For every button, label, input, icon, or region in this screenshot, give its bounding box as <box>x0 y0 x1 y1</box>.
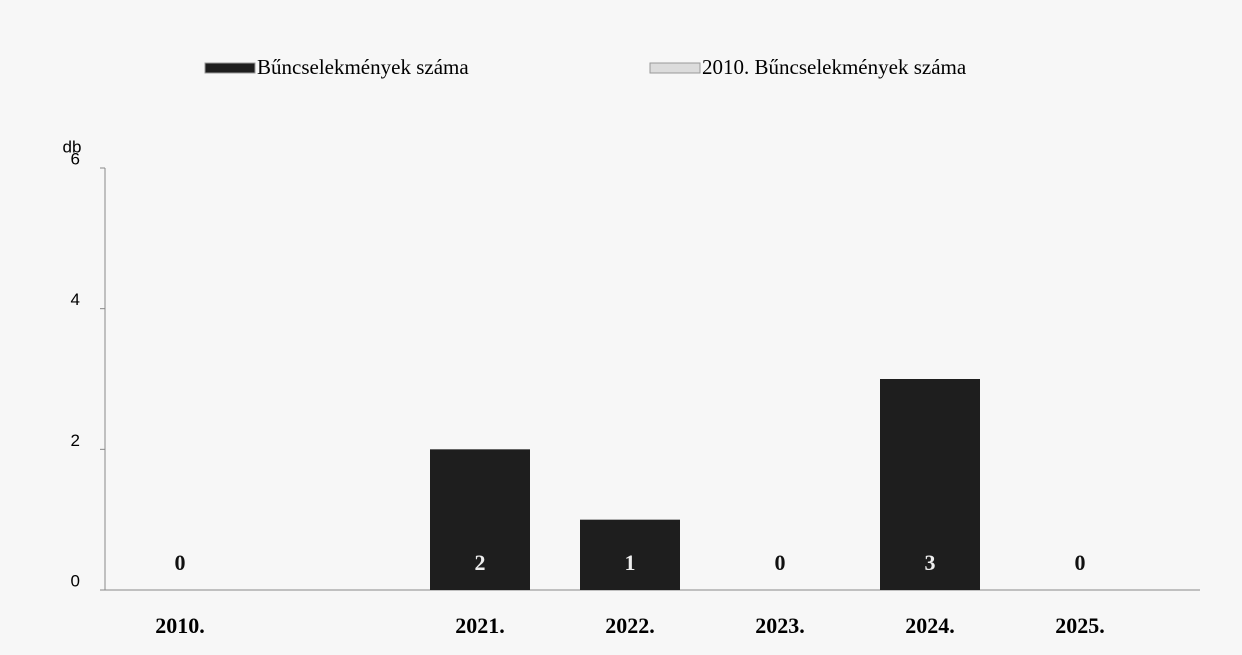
legend-swatch <box>204 62 256 74</box>
y-tick-label: 4 <box>71 290 80 309</box>
data-label: 0 <box>775 550 786 575</box>
x-tick-label: 2023. <box>755 613 805 638</box>
data-label: 1 <box>625 550 636 575</box>
x-tick-label: 2025. <box>1055 613 1105 638</box>
y-tick-label: 6 <box>71 149 80 168</box>
bar <box>580 519 680 590</box>
x-tick-label: 2024. <box>905 613 955 638</box>
bar <box>430 449 530 590</box>
data-label: 3 <box>925 550 936 575</box>
legend-swatch <box>649 62 701 74</box>
y-tick-label: 2 <box>71 431 80 450</box>
y-tick-label: 0 <box>71 571 80 590</box>
x-tick-label: 2021. <box>455 613 505 638</box>
legend-label: 2010. Bűncselekmények száma <box>702 55 967 79</box>
x-tick-label: 2022. <box>605 613 655 638</box>
x-tick-label: 2010. <box>155 613 205 638</box>
data-label: 0 <box>1075 550 1086 575</box>
data-label: 0 <box>175 550 186 575</box>
data-label: 2 <box>475 550 486 575</box>
bar <box>880 379 980 590</box>
y-axis-label: db <box>63 137 82 156</box>
legend-label: Bűncselekmények száma <box>257 55 469 79</box>
